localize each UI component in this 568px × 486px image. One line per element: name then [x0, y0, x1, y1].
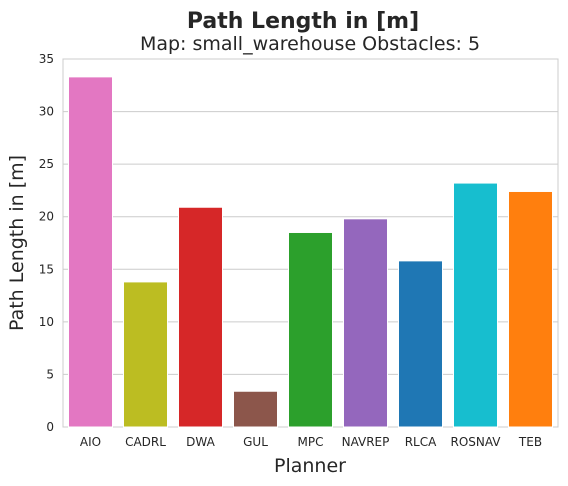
y-tick-labels: 0 5 10 15 20 25 30 35	[39, 52, 54, 434]
x-tick-label: RLCA	[405, 435, 437, 449]
bar-mpc	[288, 231, 333, 428]
chart-subtitle: Map: small_warehouse Obstacles: 5	[140, 33, 480, 55]
x-tick-label: CADRL	[125, 435, 166, 449]
y-tick-label: 20	[39, 210, 54, 224]
bar-rosnav	[453, 182, 498, 428]
bar-teb	[508, 190, 553, 428]
bar-dwa	[178, 206, 223, 428]
x-axis-label: Planner	[274, 455, 346, 477]
chart-title: Path Length in [m]	[187, 9, 419, 34]
x-tick-label: TEB	[518, 435, 542, 449]
x-tick-label: GUL	[243, 435, 268, 449]
y-tick-label: 30	[39, 105, 54, 119]
y-tick-label: 35	[39, 52, 54, 66]
y-tick-label: 5	[46, 367, 54, 381]
plot-area: 0 5 10 15 20 25 30 35 AIO CADRL DWA GUL MPC NAVREP RL…	[39, 52, 559, 449]
y-axis-label: Path Length in [m]	[6, 155, 28, 331]
bar-navrep	[343, 218, 388, 428]
bar-cadrl	[123, 281, 168, 428]
x-tick-label: ROSNAV	[450, 435, 501, 449]
x-tick-label: DWA	[186, 435, 215, 449]
y-tick-label: 10	[39, 315, 54, 329]
x-tick-label: NAVREP	[342, 435, 390, 449]
bar-rlca	[398, 260, 443, 428]
x-tick-labels: AIO CADRL DWA GUL MPC NAVREP RLCA ROSNAV TEB	[80, 435, 542, 449]
x-tick-label: AIO	[80, 435, 101, 449]
y-tick-label: 25	[39, 157, 54, 171]
bars	[68, 76, 553, 428]
bar-aio	[68, 76, 113, 428]
bar-gul	[233, 390, 278, 428]
y-tick-label: 0	[46, 420, 54, 434]
y-tick-label: 15	[39, 262, 54, 276]
x-tick-label: MPC	[298, 435, 324, 449]
